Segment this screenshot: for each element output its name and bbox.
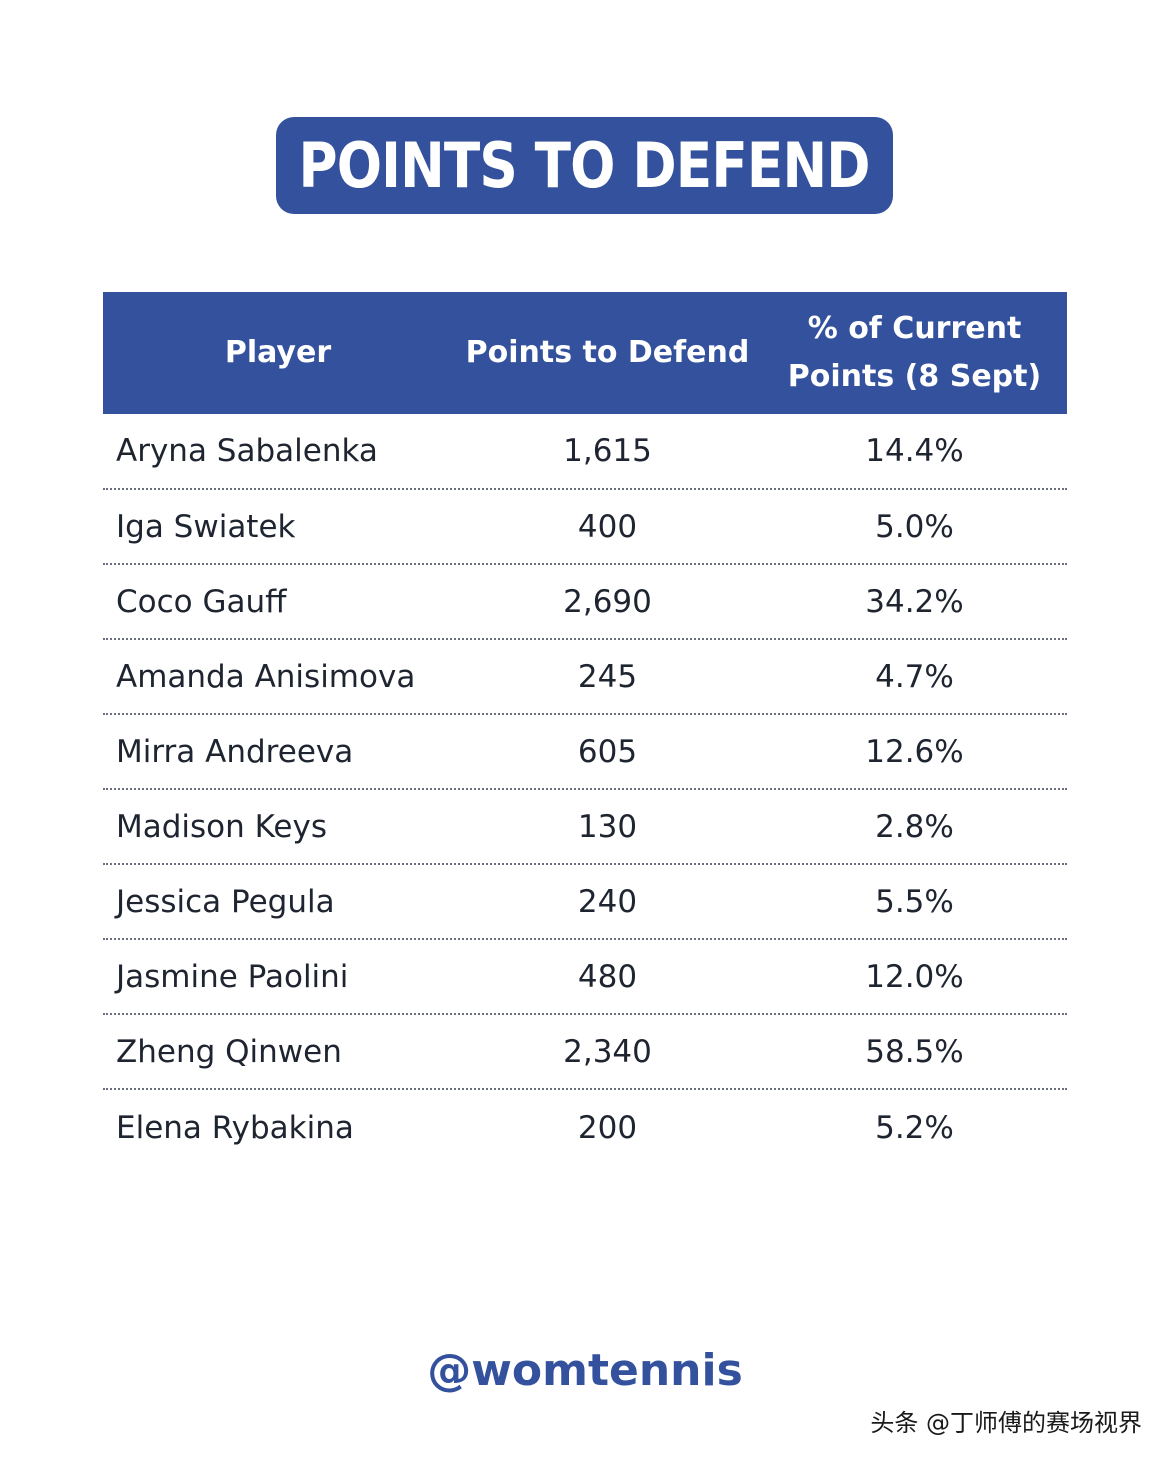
percent-value: 4.7% bbox=[875, 658, 954, 695]
points-value: 1,615 bbox=[563, 433, 652, 469]
table-row: Amanda Anisimova 245 4.7% bbox=[103, 640, 1067, 715]
player-name: Zheng Qinwen bbox=[116, 1033, 342, 1070]
table-row: Elena Rybakina 200 5.2% bbox=[103, 1090, 1067, 1165]
player-name: Aryna Sabalenka bbox=[116, 433, 378, 469]
title-banner: POINTS TO DEFEND bbox=[276, 117, 893, 214]
percent-value: 58.5% bbox=[865, 1033, 964, 1070]
percent-value: 34.2% bbox=[865, 583, 964, 620]
percent-value: 5.2% bbox=[875, 1109, 954, 1146]
header-points: Points to Defend bbox=[465, 335, 750, 370]
table-row: Iga Swiatek 400 5.0% bbox=[103, 490, 1067, 565]
points-value: 245 bbox=[577, 658, 638, 695]
percent-value: 12.0% bbox=[865, 958, 964, 995]
table-body: Aryna Sabalenka 1,615 14.4% Iga Swiatek … bbox=[103, 414, 1067, 1165]
watermark: 头条 @丁师傅的赛场视界 bbox=[870, 1409, 1142, 1437]
points-value: 200 bbox=[577, 1109, 638, 1146]
points-value: 2,690 bbox=[563, 583, 652, 620]
percent-value: 14.4% bbox=[865, 433, 964, 469]
player-name: Elena Rybakina bbox=[116, 1109, 354, 1146]
table-row: Coco Gauff 2,690 34.2% bbox=[103, 565, 1067, 640]
points-value: 400 bbox=[577, 508, 638, 545]
player-name: Jasmine Paolini bbox=[116, 958, 349, 995]
points-value: 2,340 bbox=[563, 1033, 652, 1070]
header-player: Player bbox=[224, 335, 332, 370]
table-row: Madison Keys 130 2.8% bbox=[103, 790, 1067, 865]
points-value: 240 bbox=[577, 883, 638, 920]
player-name: Madison Keys bbox=[116, 808, 328, 845]
points-value: 480 bbox=[577, 958, 638, 995]
table-row: Zheng Qinwen 2,340 58.5% bbox=[103, 1015, 1067, 1090]
table-row: Aryna Sabalenka 1,615 14.4% bbox=[103, 414, 1067, 490]
points-table: Player Points to Defend % of Current Poi… bbox=[103, 292, 1067, 1165]
player-name: Amanda Anisimova bbox=[116, 658, 416, 695]
player-name: Coco Gauff bbox=[116, 583, 287, 620]
player-name: Iga Swiatek bbox=[116, 508, 296, 545]
player-name: Jessica Pegula bbox=[116, 883, 335, 920]
percent-value: 2.8% bbox=[875, 808, 954, 845]
page-title: POINTS TO DEFEND bbox=[298, 129, 871, 202]
table-header: Player Points to Defend % of Current Poi… bbox=[103, 292, 1067, 414]
points-value: 605 bbox=[577, 733, 638, 770]
table-row: Jessica Pegula 240 5.5% bbox=[103, 865, 1067, 940]
table-row: Jasmine Paolini 480 12.0% bbox=[103, 940, 1067, 1015]
percent-value: 12.6% bbox=[865, 733, 964, 770]
percent-value: 5.5% bbox=[875, 883, 954, 920]
player-name: Mirra Andreeva bbox=[116, 733, 354, 770]
table-row: Mirra Andreeva 605 12.6% bbox=[103, 715, 1067, 790]
social-handle: @womtennis bbox=[427, 1345, 743, 1396]
percent-value: 5.0% bbox=[875, 508, 954, 545]
points-value: 130 bbox=[577, 808, 638, 845]
header-percent: % of Current Points (8 Sept) bbox=[787, 311, 1042, 394]
